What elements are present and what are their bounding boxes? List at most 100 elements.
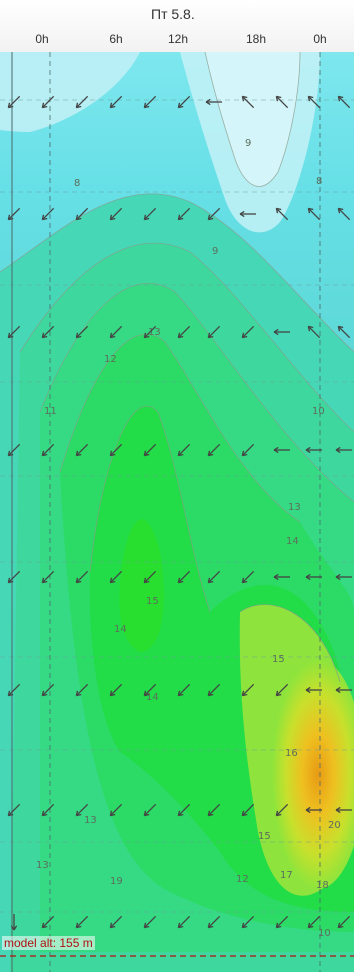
wind-arrow: [177, 207, 191, 221]
wind-arrow: [275, 95, 289, 109]
wind-arrow: [241, 915, 255, 929]
wind-arrow: [241, 570, 255, 584]
wind-arrow: [75, 95, 89, 109]
wind-arrow: [307, 207, 321, 221]
wind-arrow: [10, 914, 18, 931]
wind-arrow: [143, 803, 157, 817]
wind-arrow: [241, 683, 255, 697]
wind-arrow: [143, 325, 157, 339]
wind-arrow: [207, 915, 221, 929]
wind-arrow: [109, 325, 123, 339]
time-header: Пт 5.8. 0h 6h 12h 18h 0h: [0, 0, 354, 52]
isotherm-label: 15: [258, 831, 271, 842]
wind-arrow: [337, 95, 351, 109]
wind-arrows: [7, 95, 352, 931]
wind-arrow: [75, 207, 89, 221]
isotherm-label: 14: [114, 624, 127, 635]
isotherm-label: 16: [285, 748, 298, 759]
time-tick-18h: 18h: [245, 32, 267, 46]
isotherm-label-group: 8 8 9 9 12 13 11 10 13 14 14 15 15 14 13…: [36, 138, 341, 939]
wind-arrow: [75, 325, 89, 339]
day-label: Пт 5.8.: [151, 6, 195, 22]
wind-arrow: [75, 915, 89, 929]
wind-arrow: [305, 806, 322, 814]
wind-arrow: [109, 915, 123, 929]
wind-arrow: [305, 446, 322, 454]
wind-arrow: [41, 443, 55, 457]
wind-arrow: [75, 443, 89, 457]
wind-arrow: [7, 325, 21, 339]
wind-arrow: [207, 325, 221, 339]
wind-arrow: [335, 806, 352, 814]
wind-arrow: [275, 683, 289, 697]
isotherm-label: 14: [146, 692, 159, 703]
wind-arrow: [41, 803, 55, 817]
horizontal-gridlines: [0, 99, 354, 913]
wind-arrow: [305, 686, 322, 694]
isotherm-label: 15: [146, 596, 159, 607]
wind-arrow: [109, 95, 123, 109]
wind-arrow: [143, 915, 157, 929]
wind-arrow: [275, 915, 289, 929]
isotherm-label: 14: [286, 536, 299, 547]
isotherm-label: 17: [280, 870, 293, 881]
wind-arrow: [41, 570, 55, 584]
wind-arrow: [177, 683, 191, 697]
wind-arrow: [143, 95, 157, 109]
wind-arrow: [207, 207, 221, 221]
wind-arrow: [109, 570, 123, 584]
wind-arrow: [177, 325, 191, 339]
wind-arrow: [7, 683, 21, 697]
wind-arrow: [207, 443, 221, 457]
isotherm-label: 13: [148, 327, 161, 338]
wind-arrow: [305, 573, 322, 581]
model-altitude-label: model alt: 155 m: [2, 936, 95, 950]
wind-arrow: [307, 325, 321, 339]
wind-arrow: [41, 207, 55, 221]
wind-arrow: [307, 915, 321, 929]
zone-warm: [272, 659, 354, 889]
wind-arrow: [109, 683, 123, 697]
wind-arrow: [337, 915, 351, 929]
wind-arrow: [41, 683, 55, 697]
wind-arrow: [143, 443, 157, 457]
wind-arrow: [207, 803, 221, 817]
wind-arrow: [275, 207, 289, 221]
wind-arrow: [273, 446, 290, 454]
wind-arrow: [205, 98, 222, 106]
wind-arrow: [75, 683, 89, 697]
temperature-wind-plot: 8 8 9 9 12 13 11 10 13 14 14 15 15 14 13…: [0, 52, 354, 972]
isotherm-label: 19: [110, 876, 123, 887]
isotherm-label: 10: [318, 928, 331, 939]
time-tick-0h: 0h: [35, 32, 49, 46]
cold-zone-halo: [180, 52, 320, 233]
isotherm-label: 11: [44, 406, 57, 417]
wind-arrow: [307, 95, 321, 109]
wind-arrow: [177, 443, 191, 457]
wind-arrow: [75, 570, 89, 584]
wind-arrow: [335, 573, 352, 581]
wind-arrow: [177, 915, 191, 929]
wind-arrow: [41, 915, 55, 929]
isotherm-label: 13: [84, 815, 97, 826]
wind-arrow: [239, 210, 256, 218]
wind-arrow: [241, 803, 255, 817]
isotherm-label: 8: [74, 178, 80, 189]
isotherm-label: 9: [245, 138, 251, 149]
wind-arrow: [207, 683, 221, 697]
wind-arrow: [335, 686, 352, 694]
time-tick-6h: 6h: [109, 32, 123, 46]
cold-zone-top-left: [0, 52, 140, 132]
isotherm-label: 13: [36, 860, 49, 871]
wind-arrow: [273, 573, 290, 581]
wind-arrow: [337, 325, 351, 339]
vertical-gridlines: [49, 52, 321, 972]
wind-arrow: [177, 803, 191, 817]
wind-arrow: [41, 325, 55, 339]
wind-arrow: [7, 803, 21, 817]
isotherm-label: 8: [316, 176, 322, 187]
wind-arrow: [143, 570, 157, 584]
time-tick-12h: 12h: [167, 32, 189, 46]
wind-arrow: [75, 803, 89, 817]
wind-arrow: [109, 443, 123, 457]
